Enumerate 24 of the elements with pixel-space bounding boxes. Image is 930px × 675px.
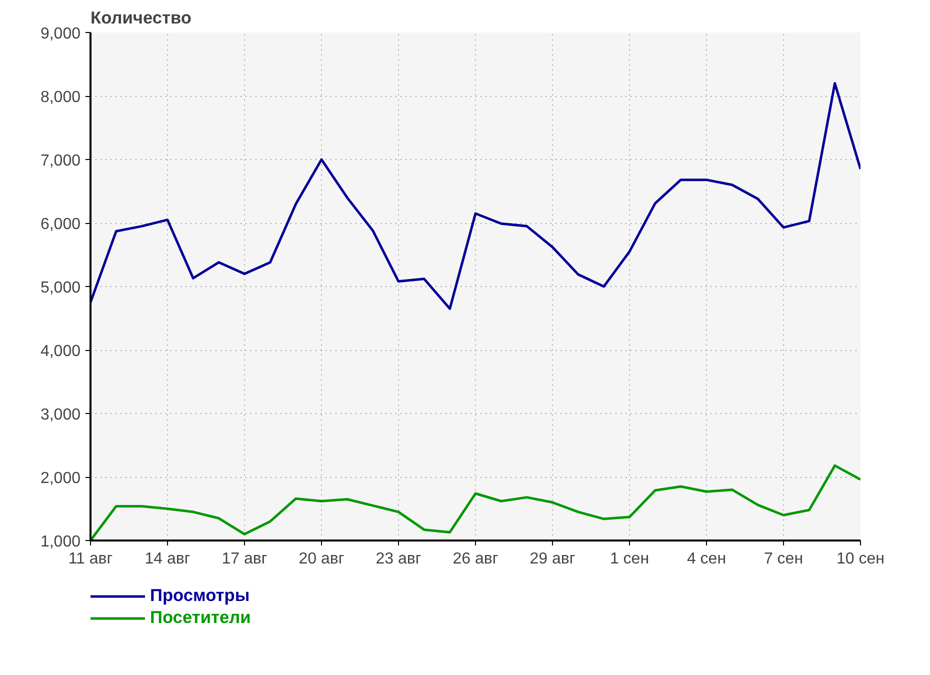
- x-tick-label: 17 авг: [222, 550, 268, 568]
- x-tick-label: 11 авг: [68, 550, 113, 568]
- y-tick-label: 6,000: [40, 216, 81, 233]
- y-tick-label: 2,000: [40, 470, 81, 487]
- x-tick-label: 20 авг: [298, 550, 344, 568]
- y-tick-label: 5,000: [40, 280, 81, 296]
- x-tick-label: 26 авг: [452, 550, 498, 568]
- y-tick-label: 1,000: [40, 534, 81, 550]
- x-tick-label: 7 сен: [764, 550, 804, 568]
- x-tick-label: 14 авг: [144, 550, 190, 568]
- y-tick-label: 9,000: [40, 26, 81, 42]
- line-series: [90, 82, 860, 310]
- x-tick-label: 23 авг: [376, 550, 422, 568]
- x-tick-label: 10 сен: [836, 550, 884, 568]
- legend-label: Посетители: [150, 607, 251, 628]
- x-tick-label: 4 сен: [686, 550, 726, 568]
- legend-label: Просмотры: [150, 585, 250, 606]
- y-axis-title: Количество: [90, 8, 192, 28]
- x-tick-label: 1 сен: [610, 550, 650, 568]
- y-tick-label: 8,000: [40, 89, 81, 106]
- y-tick-label: 4,000: [40, 343, 81, 360]
- x-tick-label: 29 авг: [530, 550, 576, 568]
- y-tick-label: 7,000: [40, 152, 81, 170]
- y-tick-label: 3,000: [40, 406, 81, 424]
